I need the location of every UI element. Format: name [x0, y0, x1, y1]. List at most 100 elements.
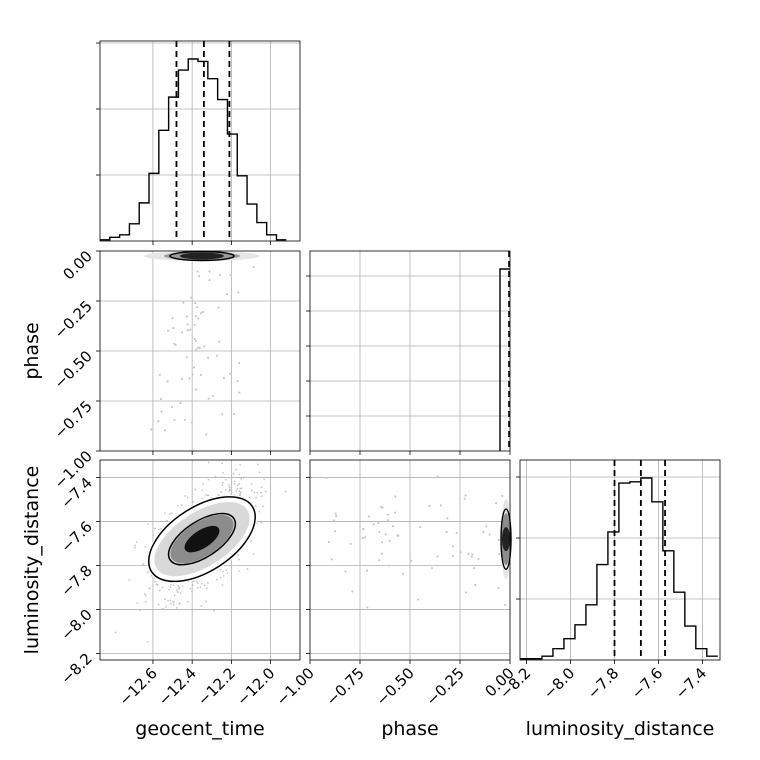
density-level — [502, 527, 510, 552]
scatter-point — [157, 603, 160, 606]
scatter-point — [166, 519, 168, 522]
scatter-point — [158, 373, 161, 376]
scatter-point — [488, 533, 491, 536]
scatter-point — [181, 585, 184, 588]
scatter-point — [173, 418, 176, 422]
scatter-point — [190, 296, 193, 299]
scatter-point — [451, 545, 455, 548]
scatter-point — [258, 510, 261, 513]
scatter-point — [386, 518, 389, 522]
scatter-point — [169, 586, 172, 589]
scatter-point — [186, 329, 189, 332]
scatter-point — [451, 554, 454, 557]
scatter-point — [378, 530, 381, 534]
scatter-phase-luminosity-distance — [325, 475, 512, 609]
scatter-point — [196, 306, 199, 309]
scatter-point — [160, 410, 163, 413]
scatter-point — [152, 534, 154, 537]
scatter-point — [205, 587, 208, 590]
scatter-point — [474, 584, 477, 587]
scatter-point — [238, 558, 240, 561]
scatter-point — [163, 429, 167, 432]
scatter-point — [228, 490, 231, 493]
scatter-point — [219, 476, 222, 479]
scatter-point — [236, 487, 239, 490]
scatter-point — [260, 495, 263, 498]
scatter-point — [153, 527, 156, 530]
scatter-point — [256, 491, 259, 494]
y-tick-label: −8.2 — [57, 650, 95, 688]
scatter-point — [393, 511, 397, 514]
scatter-point — [394, 495, 397, 498]
scatter-point — [239, 464, 242, 466]
scatter-point — [367, 515, 370, 518]
scatter-point — [228, 488, 231, 491]
scatter-point — [232, 472, 235, 475]
scatter-point — [224, 489, 227, 491]
scatter-point — [148, 587, 151, 590]
scatter-point — [191, 590, 193, 593]
scatter-point — [229, 273, 232, 277]
scatter-point — [388, 539, 391, 542]
scatter-point — [193, 337, 196, 340]
histogram-luminosity-distance — [520, 477, 718, 660]
scatter-point — [166, 329, 170, 332]
scatter-point — [439, 504, 442, 507]
scatter-point — [179, 401, 182, 405]
ylabel-luminosity-distance: luminosity_distance — [21, 466, 43, 655]
scatter-point — [391, 525, 395, 528]
scatter-point — [208, 279, 211, 282]
scatter-point — [194, 488, 197, 491]
scatter-point — [255, 496, 257, 499]
scatter-point — [166, 380, 169, 383]
scatter-point — [169, 599, 172, 602]
scatter-point — [372, 523, 375, 526]
scatter-point — [170, 405, 174, 409]
scatter-point — [177, 591, 179, 594]
scatter-point — [182, 301, 185, 304]
scatter-point — [173, 594, 176, 597]
scatter-point — [365, 569, 369, 572]
scatter-point — [167, 599, 169, 602]
scatter-geocent-time-phase — [143, 250, 260, 436]
scatter-point — [260, 521, 263, 524]
scatter-point — [178, 602, 181, 605]
scatter-point — [207, 356, 210, 359]
scatter-point — [495, 502, 498, 505]
scatter-point — [154, 580, 156, 583]
scatter-point — [164, 598, 166, 601]
contour-line — [167, 512, 237, 566]
scatter-point — [178, 588, 180, 590]
scatter-point — [238, 490, 241, 493]
scatter-point — [142, 563, 145, 566]
scatter-point — [230, 492, 233, 495]
scatter-point — [225, 569, 228, 572]
histogram-phase — [499, 268, 510, 451]
scatter-point — [203, 584, 206, 587]
x-tick-label: −0.50 — [373, 664, 418, 709]
x-tick-label: −12.0 — [233, 664, 278, 709]
scatter-point — [264, 490, 267, 493]
scatter-point — [158, 528, 161, 531]
scatter-point — [236, 484, 239, 487]
scatter-point — [240, 487, 243, 490]
scatter-point — [233, 480, 236, 483]
scatter-point — [172, 584, 175, 587]
histogram-geocent-time — [100, 58, 287, 241]
scatter-point — [232, 412, 236, 416]
y-tick-label: −8.0 — [57, 606, 95, 644]
x-tick-label: −0.25 — [423, 664, 468, 709]
scatter-point — [238, 569, 240, 572]
scatter-point — [150, 428, 153, 431]
density-level — [184, 525, 220, 553]
scatter-point — [497, 586, 500, 590]
contour-line — [147, 496, 256, 583]
scatter-point — [238, 391, 241, 394]
scatter-point — [175, 588, 178, 591]
scatter-point — [455, 531, 458, 535]
scatter-point — [362, 527, 365, 531]
scatter-point — [169, 512, 172, 515]
scatter-point — [180, 377, 183, 380]
scatter-point — [186, 323, 189, 326]
scatter-point — [180, 331, 184, 334]
